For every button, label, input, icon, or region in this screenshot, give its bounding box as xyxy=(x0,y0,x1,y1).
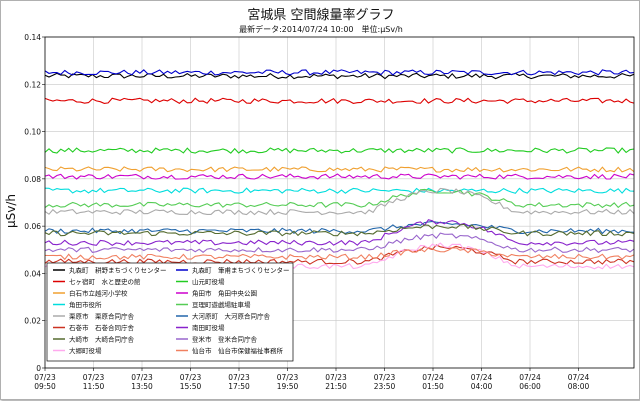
y-tick-label: 0.06 xyxy=(24,222,41,231)
x-tick-date: 07/24 xyxy=(471,373,493,382)
legend-entry: 山元町役場 xyxy=(192,277,225,286)
x-tick-time: 08:00 xyxy=(568,382,590,391)
legend-box xyxy=(46,262,294,362)
legend-entry: 仙台市 仙台市保健福祉事務所 xyxy=(192,346,284,355)
series-layer xyxy=(44,69,635,270)
x-ticks: 07/2309:5007/2311:5007/2313:5007/2315:50… xyxy=(34,368,590,391)
x-tick-date: 07/24 xyxy=(568,373,590,382)
y-tick-label: 0.04 xyxy=(24,269,41,278)
series-line xyxy=(44,173,635,180)
legend-entry: 白石市立越河小学校 xyxy=(69,289,128,298)
series-line xyxy=(44,244,635,265)
series-line xyxy=(44,187,635,216)
x-tick-date: 07/23 xyxy=(34,373,56,382)
y-tick-label: 0.08 xyxy=(24,175,41,184)
series-line xyxy=(44,223,635,237)
x-tick-date: 07/23 xyxy=(131,373,153,382)
legend-entry: 大崎市 大崎合同庁舎 xyxy=(69,335,135,344)
legend-entry: 南田町役場 xyxy=(192,323,225,332)
series-line xyxy=(44,166,635,173)
x-tick-date: 07/23 xyxy=(228,373,250,382)
x-tick-date: 07/24 xyxy=(422,373,444,382)
x-tick-date: 07/23 xyxy=(277,373,299,382)
legend-entry: 大郷町役場 xyxy=(69,346,102,355)
legend-entry: 石巻市 石巻合同庁舎 xyxy=(69,323,135,332)
x-tick-date: 07/23 xyxy=(374,373,396,382)
series-line xyxy=(44,147,635,154)
y-axis-label: μSv/h xyxy=(4,194,18,228)
series-line xyxy=(44,187,635,194)
chart-title: 宮城県 空間線量率グラフ xyxy=(247,7,394,23)
x-tick-time: 23:50 xyxy=(374,382,396,391)
x-tick-time: 13:50 xyxy=(131,382,153,391)
x-tick-time: 19:50 xyxy=(277,382,299,391)
series-line xyxy=(44,219,635,246)
series-line xyxy=(44,72,635,80)
series-line xyxy=(44,97,635,104)
legend-entry: 登米市 登米合同庁舎 xyxy=(192,335,258,344)
x-tick-time: 01:50 xyxy=(422,382,444,391)
x-tick-date: 07/23 xyxy=(180,373,202,382)
y-tick-label: 0.12 xyxy=(24,80,41,89)
x-tick-time: 06:00 xyxy=(519,382,541,391)
x-tick-time: 21:50 xyxy=(325,382,347,391)
legend-entry: 大河原町 大河原合同庁舎 xyxy=(192,312,271,321)
x-tick-date: 07/23 xyxy=(325,373,347,382)
x-tick-time: 09:50 xyxy=(34,382,56,391)
series-line xyxy=(44,220,635,235)
series-line xyxy=(44,232,635,254)
legend-entry: 丸森町 筆甫まちづくりセンター xyxy=(192,266,290,275)
legend-entry: 角田市 角田中央公園 xyxy=(192,289,257,298)
x-tick-date: 07/23 xyxy=(83,373,105,382)
y-tick-label: 0 xyxy=(36,364,41,373)
y-tick-label: 0.14 xyxy=(24,33,41,42)
series-line xyxy=(44,247,635,261)
legend-entry: 栗原市 栗原合同庁舎 xyxy=(69,312,135,321)
y-tick-label: 0.10 xyxy=(24,128,41,137)
chart-subtitle: 最新データ:2014/07/24 10:00 単位:μSv/h xyxy=(239,24,403,34)
legend-entry: 七ヶ宿町 水と歴史の館 xyxy=(69,277,141,286)
legend-entry: 亘理町遊戯場駐車場 xyxy=(192,300,251,309)
series-line xyxy=(44,69,635,76)
y-tick-label: 0.02 xyxy=(24,317,41,326)
y-ticks: 0 0.02 0.04 0.06 0.08 0.10 0.12 0.14 xyxy=(24,33,45,373)
x-tick-time: 15:50 xyxy=(180,382,202,391)
series-line xyxy=(44,188,635,209)
x-tick-time: 11:50 xyxy=(83,382,105,391)
grid xyxy=(45,37,634,368)
x-tick-date: 07/24 xyxy=(519,373,541,382)
plot-border xyxy=(44,36,635,369)
x-tick-time: 04:00 xyxy=(471,382,493,391)
legend-entry: 丸森町 耕野まちづくりセンター xyxy=(69,266,167,275)
x-tick-time: 17:50 xyxy=(228,382,250,391)
legend-entry: 角田市役所 xyxy=(69,300,102,309)
